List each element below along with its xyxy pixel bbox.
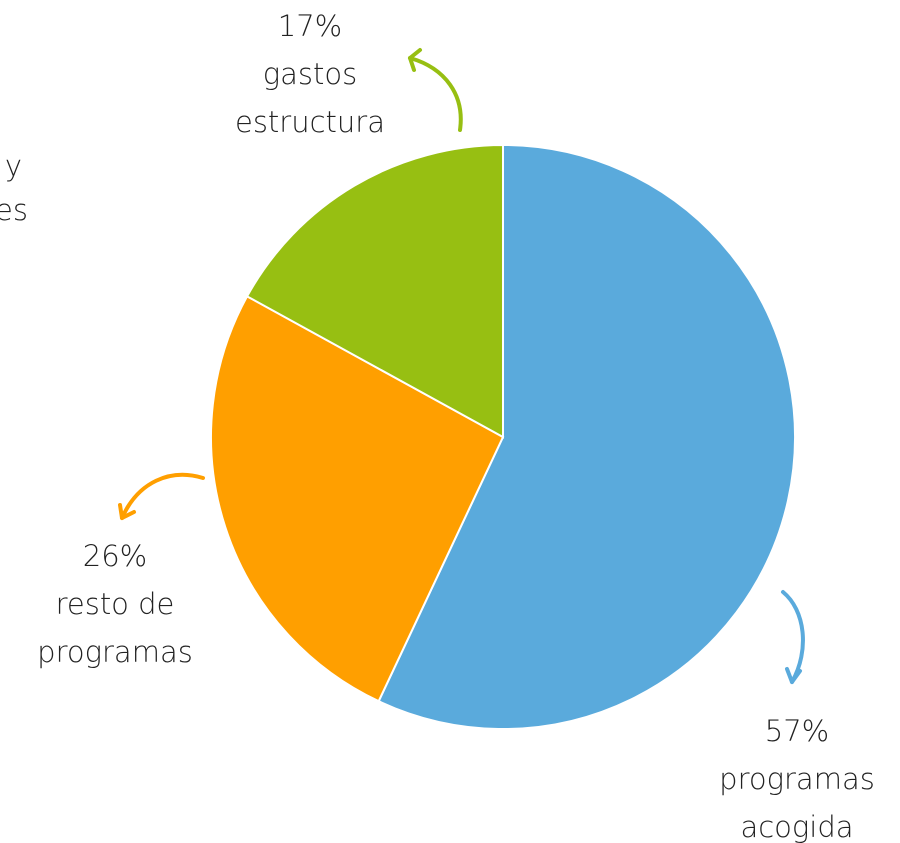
category-label: gastos estructura [235, 57, 385, 139]
arrowhead-green [408, 48, 422, 72]
arrow-blue [781, 590, 805, 684]
cropped-annotation: es [0, 193, 28, 227]
arrowhead-orange [118, 503, 136, 520]
category-label: resto de programas [37, 587, 193, 669]
category-label: programas acogida [719, 762, 875, 843]
arrowhead-blue [785, 667, 802, 684]
value-label: 17% [278, 9, 342, 43]
arrow-green [408, 56, 463, 132]
pie-slice [377, 143, 796, 730]
arrows [118, 48, 805, 684]
pie-slice [245, 143, 504, 439]
value-label: 57% [765, 714, 829, 748]
cropped-annotation: y [5, 149, 22, 183]
value-label: 26% [83, 539, 147, 573]
arrow-orange [120, 472, 205, 520]
